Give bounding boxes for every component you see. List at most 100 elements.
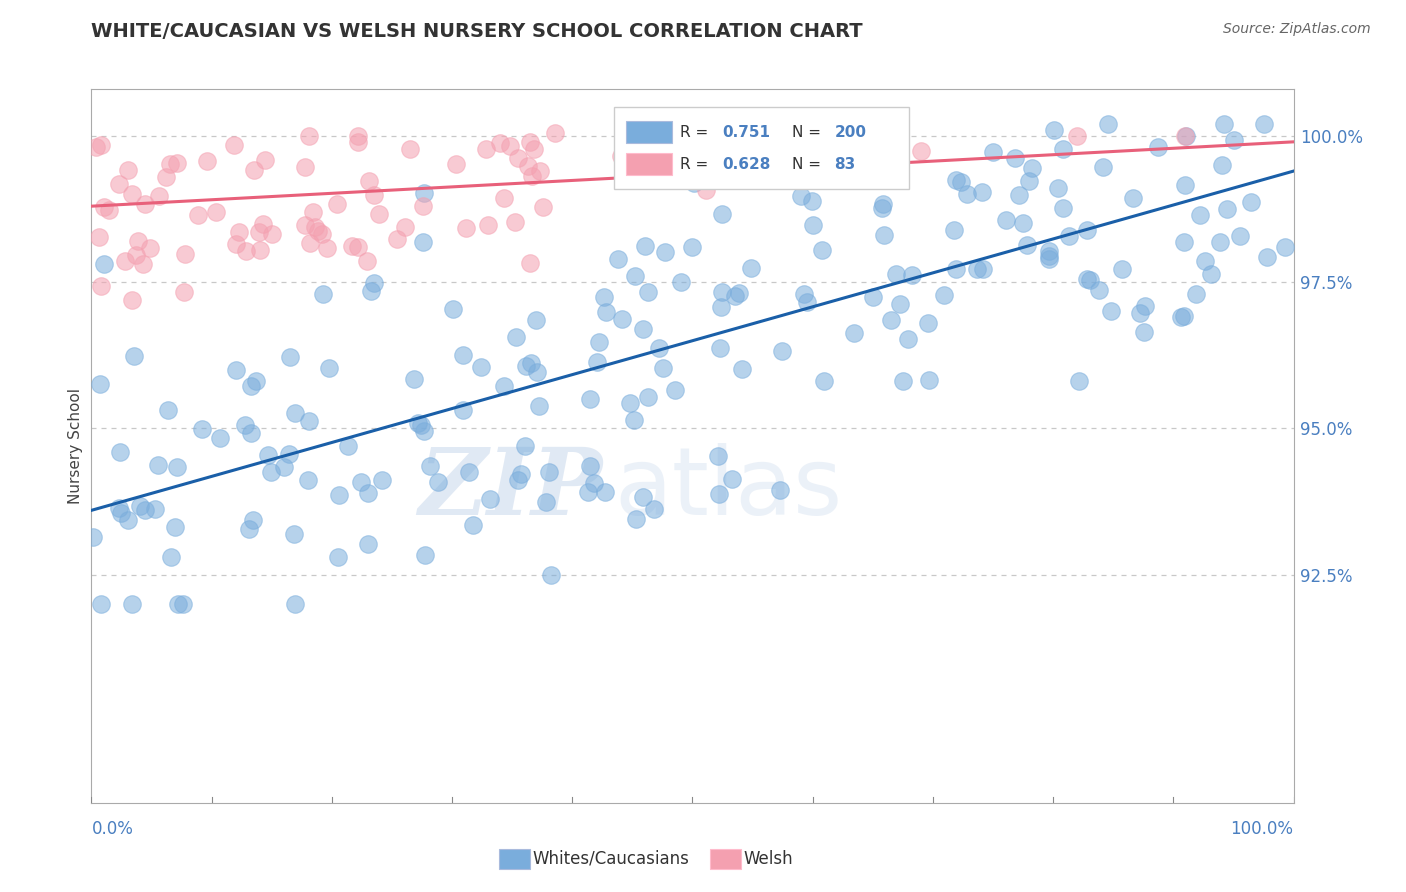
Point [1015,237,1038,252]
Point [346,128,368,143]
Point [509,467,531,481]
Point [148,188,170,202]
Point [139,241,162,255]
Point [108,444,131,458]
Point [326,549,349,564]
Point [478,492,501,507]
Point [311,227,333,242]
Point [643,501,665,516]
Point [235,417,257,432]
Point [1052,202,1074,216]
Point [623,413,645,427]
Point [191,422,214,436]
Point [1066,128,1088,143]
Point [1038,249,1060,263]
Point [1067,374,1090,388]
Point [350,475,373,490]
Point [122,349,145,363]
Point [224,138,246,153]
Point [994,213,1017,227]
Point [862,290,884,304]
Point [89,278,111,293]
Point [426,475,449,489]
Point [624,269,647,284]
Point [298,415,321,429]
Point [671,275,693,289]
Text: N =: N = [792,125,827,139]
Point [538,465,561,479]
Point [299,235,322,250]
Point [90,597,112,611]
Point [762,146,785,161]
Point [134,196,156,211]
Point [412,186,434,200]
Point [711,207,734,221]
Point [399,142,422,156]
Point [637,390,659,404]
Point [576,485,599,500]
Text: ZIP: ZIP [418,444,602,533]
Point [513,439,536,453]
Text: 0.628: 0.628 [723,157,770,171]
Point [873,228,896,243]
Point [1099,303,1122,318]
Point [159,549,181,564]
Point [1021,161,1043,176]
Point [304,220,326,235]
Point [1097,117,1119,131]
Point [682,176,704,190]
Point [1194,253,1216,268]
Point [195,153,218,168]
Point [731,362,754,376]
Text: Welsh: Welsh [744,850,793,868]
Point [654,244,676,259]
Point [93,257,115,271]
Point [394,220,416,235]
Point [494,378,516,392]
Point [1173,309,1195,323]
Point [166,155,188,169]
Point [1038,244,1060,259]
Point [412,235,434,249]
Point [706,449,728,463]
Point [155,169,177,184]
Text: 100.0%: 100.0% [1230,821,1294,838]
Point [793,287,815,301]
Point [503,215,526,229]
Point [956,187,979,202]
Point [159,157,181,171]
Text: 83: 83 [834,157,856,171]
Point [328,488,350,502]
Text: R =: R = [681,125,714,139]
Point [187,208,209,222]
Point [648,341,671,355]
Point [917,316,939,330]
Point [1004,151,1026,165]
Text: 200: 200 [834,125,866,139]
Point [619,396,641,410]
Point [1199,267,1222,281]
Point [1173,235,1195,250]
Text: N =: N = [792,157,827,171]
Point [470,359,492,374]
Point [208,432,231,446]
Point [801,218,824,232]
Point [318,361,340,376]
Point [302,205,325,219]
Point [1240,194,1263,209]
Point [1174,128,1197,143]
Point [1211,158,1233,172]
Point [517,159,540,173]
Point [121,293,143,307]
Point [942,223,965,237]
Point [238,522,260,536]
Point [910,144,932,158]
Point [228,225,250,239]
Point [204,205,226,219]
Point [1189,208,1212,222]
Point [515,359,537,373]
Point [710,285,733,300]
Point [294,160,316,174]
Point [93,200,115,214]
Point [579,458,602,473]
